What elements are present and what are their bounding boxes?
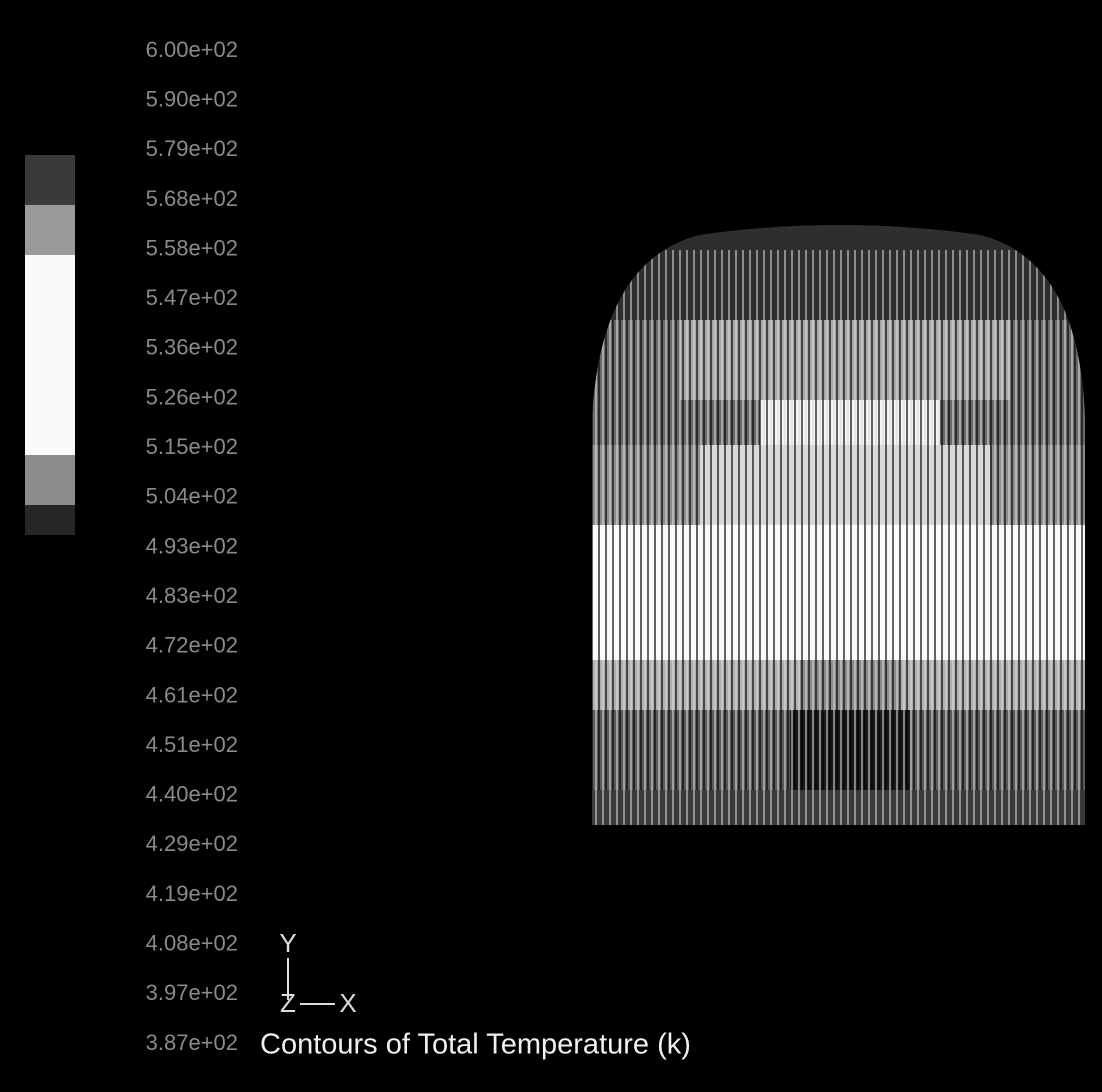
colorbar-label: 4.72e+02: [146, 633, 238, 658]
axis-z-label: Z: [280, 988, 296, 1018]
colorbar-label: 4.83e+02: [146, 583, 238, 608]
colorbar-label: 5.90e+02: [146, 86, 238, 111]
colorbar-label: 3.97e+02: [146, 980, 238, 1005]
colorbar-label: 4.93e+02: [146, 533, 238, 558]
colorbar-label: 4.19e+02: [146, 881, 238, 906]
colorbar-label: 5.79e+02: [146, 136, 238, 161]
colorbar-labels: 6.00e+02 5.90e+02 5.79e+02 5.68e+02 5.58e+02…: [146, 37, 238, 1055]
plot-title: Contours of Total Temperature (k): [260, 1029, 691, 1061]
colorbar-label: 5.26e+02: [146, 384, 238, 409]
colorbar-label: 4.40e+02: [146, 782, 238, 807]
colorbar-label: 6.00e+02: [146, 37, 238, 62]
colorbar: [25, 155, 75, 535]
colorbar-label: 4.51e+02: [146, 732, 238, 757]
contour-plot: [592, 225, 1085, 825]
axis-y-label: Y: [279, 928, 296, 958]
colorbar-label: 4.08e+02: [146, 931, 238, 956]
colorbar-label: 5.36e+02: [146, 335, 238, 360]
colorbar-label: 3.87e+02: [146, 1030, 238, 1055]
colorbar-label: 4.61e+02: [146, 682, 238, 707]
axis-x-label: X: [339, 988, 356, 1018]
colorbar-label: 5.15e+02: [146, 434, 238, 459]
colorbar-label: 5.58e+02: [146, 235, 238, 260]
axis-triad: Y Z X: [279, 928, 356, 1018]
colorbar-label: 5.47e+02: [146, 285, 238, 310]
colorbar-label: 4.29e+02: [146, 831, 238, 856]
colorbar-label: 5.04e+02: [146, 484, 238, 509]
colorbar-label: 5.68e+02: [146, 186, 238, 211]
